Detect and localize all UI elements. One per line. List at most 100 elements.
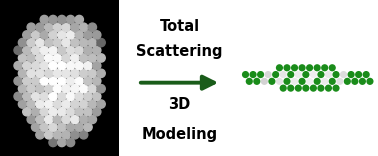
Ellipse shape	[40, 77, 48, 85]
Ellipse shape	[62, 115, 70, 124]
Ellipse shape	[62, 23, 70, 31]
Ellipse shape	[75, 15, 84, 24]
Ellipse shape	[14, 92, 22, 100]
Ellipse shape	[79, 100, 88, 108]
Ellipse shape	[280, 85, 287, 92]
Ellipse shape	[261, 78, 268, 85]
Ellipse shape	[71, 23, 79, 31]
Ellipse shape	[71, 54, 79, 62]
Ellipse shape	[14, 61, 22, 70]
Ellipse shape	[27, 69, 36, 78]
Ellipse shape	[31, 108, 40, 116]
Ellipse shape	[40, 61, 48, 70]
Ellipse shape	[75, 77, 84, 85]
Ellipse shape	[27, 100, 36, 108]
Ellipse shape	[75, 123, 84, 131]
Ellipse shape	[23, 92, 31, 100]
Ellipse shape	[36, 131, 44, 139]
Ellipse shape	[14, 77, 22, 85]
Ellipse shape	[45, 69, 53, 78]
Text: Total: Total	[160, 19, 200, 34]
Ellipse shape	[53, 100, 62, 108]
Ellipse shape	[366, 78, 373, 85]
Ellipse shape	[79, 38, 88, 47]
Ellipse shape	[88, 85, 96, 93]
Ellipse shape	[93, 108, 101, 116]
Ellipse shape	[27, 23, 36, 31]
Ellipse shape	[49, 31, 57, 39]
Ellipse shape	[84, 61, 92, 70]
Ellipse shape	[340, 71, 347, 78]
Ellipse shape	[45, 54, 53, 62]
Ellipse shape	[57, 31, 66, 39]
Ellipse shape	[49, 46, 57, 54]
Ellipse shape	[355, 71, 362, 78]
Ellipse shape	[14, 46, 22, 54]
Ellipse shape	[88, 100, 96, 108]
Ellipse shape	[295, 85, 302, 92]
Ellipse shape	[280, 71, 287, 78]
Ellipse shape	[359, 78, 366, 85]
Ellipse shape	[302, 85, 310, 92]
Ellipse shape	[49, 123, 57, 131]
Ellipse shape	[284, 78, 291, 85]
Ellipse shape	[88, 54, 96, 62]
Ellipse shape	[57, 77, 66, 85]
Ellipse shape	[19, 69, 27, 78]
Ellipse shape	[299, 64, 306, 71]
Ellipse shape	[36, 85, 44, 93]
Ellipse shape	[36, 100, 44, 108]
Ellipse shape	[328, 64, 336, 71]
Ellipse shape	[79, 131, 88, 139]
Ellipse shape	[257, 71, 264, 78]
Ellipse shape	[363, 71, 370, 78]
Ellipse shape	[27, 85, 36, 93]
Ellipse shape	[67, 77, 75, 85]
Ellipse shape	[19, 100, 27, 108]
Ellipse shape	[242, 71, 249, 78]
Ellipse shape	[23, 46, 31, 54]
Ellipse shape	[40, 46, 48, 54]
Ellipse shape	[253, 78, 260, 85]
Ellipse shape	[27, 54, 36, 62]
Ellipse shape	[53, 23, 62, 31]
Ellipse shape	[36, 115, 44, 124]
Ellipse shape	[84, 46, 92, 54]
Ellipse shape	[325, 85, 332, 92]
Ellipse shape	[97, 69, 105, 78]
Ellipse shape	[318, 85, 324, 92]
Ellipse shape	[31, 46, 40, 54]
Ellipse shape	[332, 85, 339, 92]
Ellipse shape	[97, 38, 105, 47]
Ellipse shape	[84, 123, 92, 131]
Ellipse shape	[75, 92, 84, 100]
Ellipse shape	[49, 108, 57, 116]
Ellipse shape	[62, 69, 70, 78]
Ellipse shape	[299, 78, 306, 85]
Ellipse shape	[314, 78, 321, 85]
Ellipse shape	[23, 108, 31, 116]
Ellipse shape	[36, 69, 44, 78]
Ellipse shape	[57, 92, 66, 100]
Ellipse shape	[71, 85, 79, 93]
Ellipse shape	[45, 131, 53, 139]
Ellipse shape	[27, 38, 36, 47]
Ellipse shape	[71, 38, 79, 47]
Ellipse shape	[45, 23, 53, 31]
Ellipse shape	[45, 85, 53, 93]
Ellipse shape	[71, 100, 79, 108]
Ellipse shape	[93, 46, 101, 54]
Ellipse shape	[88, 23, 96, 31]
Ellipse shape	[31, 77, 40, 85]
Ellipse shape	[302, 71, 310, 78]
Ellipse shape	[79, 115, 88, 124]
Ellipse shape	[23, 31, 31, 39]
Ellipse shape	[45, 115, 53, 124]
Ellipse shape	[284, 64, 291, 71]
Ellipse shape	[336, 78, 343, 85]
Ellipse shape	[62, 100, 70, 108]
Ellipse shape	[57, 123, 66, 131]
Ellipse shape	[57, 46, 66, 54]
Ellipse shape	[23, 61, 31, 70]
Ellipse shape	[67, 61, 75, 70]
